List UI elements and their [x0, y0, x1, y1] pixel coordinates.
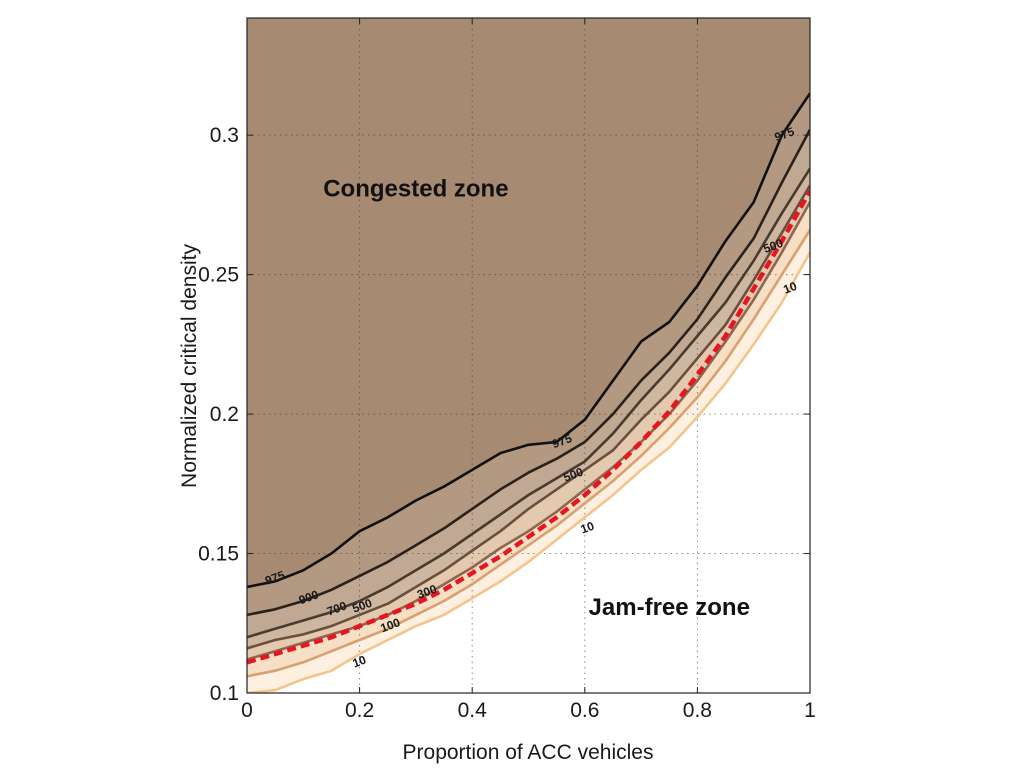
- contour-label: 100: [378, 615, 402, 635]
- y-tick-label: 0.2: [210, 403, 239, 426]
- y-axis-title: Normalized critical density: [178, 244, 201, 488]
- contour-line-10: [247, 251, 810, 693]
- contour-label: 500: [561, 465, 585, 485]
- x-tick-label: 1: [804, 699, 816, 722]
- contour-label: 975: [550, 431, 574, 451]
- contour-line-900: [247, 128, 810, 617]
- contour-label: 975: [263, 568, 287, 588]
- contour-label: 10: [781, 279, 799, 297]
- contour-lines: [247, 92, 810, 693]
- contour-label: 10: [351, 653, 369, 671]
- x-axis-title: Proportion of ACC vehicles: [403, 741, 654, 764]
- contour-line-100: [247, 229, 810, 678]
- x-tick-label: 0.2: [345, 699, 374, 722]
- y-tick-label: 0.25: [198, 264, 239, 287]
- zone-fills: [247, 18, 810, 693]
- y-tick-label: 0.1: [210, 682, 239, 705]
- x-tick-label: 0.6: [570, 699, 599, 722]
- contour-label: 700: [325, 598, 349, 618]
- y-axis-ticks: 0.1 0.15 0.2 0.25 0.3: [198, 124, 810, 705]
- contour-line-500: [247, 184, 810, 650]
- contour-label: 500: [350, 596, 374, 616]
- x-tick-label: 0: [241, 699, 253, 722]
- x-tick-label: 0.4: [458, 699, 488, 722]
- y-tick-label: 0.15: [198, 543, 239, 566]
- contour-label: 900: [297, 587, 321, 607]
- contour-label: 500: [761, 236, 785, 256]
- y-tick-label: 0.3: [210, 124, 239, 147]
- contour-line-975: [247, 92, 810, 589]
- x-tick-label: 0.8: [683, 699, 712, 722]
- congested-zone-fill: [247, 18, 810, 587]
- contour-line-700: [247, 167, 810, 639]
- zone-annotation: Congested zone: [323, 176, 508, 203]
- x-axis-ticks: 0 0.2 0.4 0.6 0.8 1: [241, 18, 816, 722]
- axes-frame: [246, 17, 811, 694]
- zone-annotation: Jam-free zone: [589, 594, 750, 621]
- contour-label: 10: [579, 519, 597, 537]
- critical-density-dashed-line: [247, 189, 810, 665]
- contour-label: 300: [415, 582, 439, 602]
- contour-label: 975: [773, 124, 797, 144]
- grid-lines: [247, 18, 810, 693]
